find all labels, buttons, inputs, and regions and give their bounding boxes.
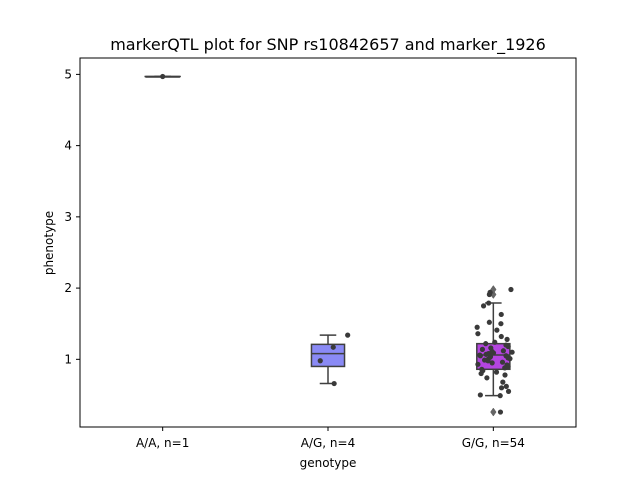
data-point xyxy=(504,362,510,368)
y-tick-label: 3 xyxy=(64,210,72,224)
y-axis: 1 2 3 4 5 xyxy=(64,67,80,366)
data-point xyxy=(479,346,486,352)
chart-title: markerQTL plot for SNP rs10842657 and ma… xyxy=(110,35,546,55)
data-point xyxy=(489,360,495,366)
data-point xyxy=(494,327,500,333)
data-point xyxy=(504,336,510,342)
y-tick-label: 4 xyxy=(64,139,72,153)
data-point xyxy=(475,331,481,337)
x-axis: A/A, n=1 A/G, n=4 G/G, n=54 xyxy=(136,427,525,450)
data-point xyxy=(487,289,493,295)
data-point xyxy=(480,303,487,309)
data-point xyxy=(503,353,509,359)
data-point xyxy=(500,348,506,354)
data-point xyxy=(503,342,509,348)
box xyxy=(310,343,346,368)
data-point xyxy=(497,393,503,399)
box-group-1 xyxy=(310,332,351,387)
data-point xyxy=(498,321,504,327)
data-point xyxy=(498,311,504,318)
data-point xyxy=(500,379,506,385)
plot-area xyxy=(144,73,515,417)
data-point xyxy=(477,352,483,358)
box-group-2 xyxy=(474,285,515,417)
data-point xyxy=(486,300,492,306)
data-point xyxy=(497,409,504,415)
data-point xyxy=(345,332,351,338)
data-point xyxy=(503,383,509,389)
y-tick-label: 1 xyxy=(64,352,72,366)
data-point xyxy=(474,324,480,330)
data-point xyxy=(477,392,483,398)
outlier-point xyxy=(490,407,497,417)
data-point xyxy=(488,345,494,351)
data-point xyxy=(486,319,492,325)
data-point xyxy=(498,333,504,340)
x-tick-label: G/G, n=54 xyxy=(462,436,525,450)
data-point xyxy=(505,388,512,394)
x-axis-label: genotype xyxy=(300,456,357,470)
data-point xyxy=(492,339,498,345)
data-point xyxy=(475,361,481,367)
y-tick-label: 5 xyxy=(64,67,72,81)
data-point xyxy=(499,359,506,365)
data-point xyxy=(502,372,508,378)
data-point xyxy=(498,385,505,391)
data-point xyxy=(509,349,515,355)
data-point xyxy=(160,73,166,80)
data-point xyxy=(330,344,336,350)
x-tick-label: A/A, n=1 xyxy=(136,436,189,450)
box-group-0 xyxy=(144,73,181,80)
data-point xyxy=(317,358,323,364)
x-tick-label: A/G, n=4 xyxy=(301,436,355,450)
y-axis-label: phenotype xyxy=(42,211,56,275)
data-point xyxy=(483,341,489,347)
outlier-point xyxy=(490,285,497,294)
data-point xyxy=(479,366,485,372)
data-point xyxy=(493,369,500,375)
y-tick-label: 2 xyxy=(64,281,72,295)
data-point xyxy=(484,375,490,381)
data-point xyxy=(331,380,337,387)
data-point xyxy=(508,286,514,293)
